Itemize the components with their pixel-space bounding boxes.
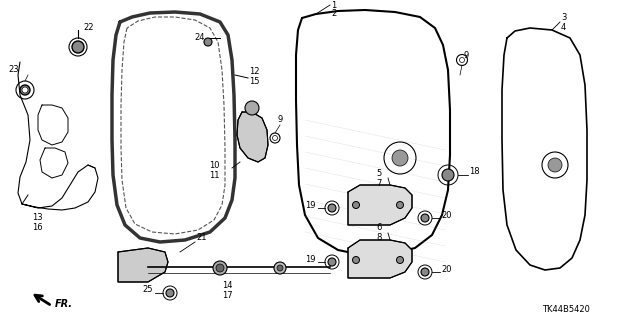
Text: 3: 3 <box>561 13 566 23</box>
Text: 12: 12 <box>249 68 259 77</box>
Text: 25: 25 <box>143 286 153 294</box>
Circle shape <box>460 57 465 63</box>
Text: 7: 7 <box>376 180 382 189</box>
Circle shape <box>20 85 30 95</box>
Text: 19: 19 <box>305 255 316 263</box>
Text: FR.: FR. <box>55 299 73 309</box>
Text: 23: 23 <box>8 65 19 75</box>
Circle shape <box>274 262 286 274</box>
Circle shape <box>548 158 562 172</box>
Text: 24: 24 <box>195 33 205 42</box>
Circle shape <box>353 256 360 263</box>
Circle shape <box>216 264 224 272</box>
Circle shape <box>213 261 227 275</box>
Text: 14: 14 <box>222 280 232 290</box>
Polygon shape <box>118 248 168 282</box>
Text: 20: 20 <box>441 264 451 273</box>
Circle shape <box>204 38 212 46</box>
Text: 16: 16 <box>32 224 43 233</box>
Text: 5: 5 <box>377 169 382 179</box>
Text: 15: 15 <box>249 78 259 86</box>
Text: 8: 8 <box>376 234 382 242</box>
Polygon shape <box>348 240 412 278</box>
Text: 2: 2 <box>331 9 336 18</box>
Text: 17: 17 <box>222 291 232 300</box>
Text: 22: 22 <box>83 24 93 33</box>
Circle shape <box>273 136 278 140</box>
Text: 18: 18 <box>469 167 479 176</box>
Circle shape <box>397 256 403 263</box>
Text: 4: 4 <box>561 24 566 33</box>
Text: 10: 10 <box>209 160 220 169</box>
Text: 13: 13 <box>32 213 43 222</box>
Circle shape <box>72 41 84 53</box>
Polygon shape <box>348 185 412 225</box>
Circle shape <box>166 289 174 297</box>
Text: 6: 6 <box>376 224 382 233</box>
Text: TK44B5420: TK44B5420 <box>542 306 590 315</box>
Text: 9: 9 <box>463 50 468 60</box>
Circle shape <box>421 268 429 276</box>
Text: 9: 9 <box>278 115 284 124</box>
Circle shape <box>328 204 336 212</box>
Text: 1: 1 <box>331 1 336 10</box>
Polygon shape <box>237 112 268 162</box>
Text: 21: 21 <box>196 234 207 242</box>
Text: 11: 11 <box>209 170 220 180</box>
Circle shape <box>421 214 429 222</box>
Text: 19: 19 <box>305 201 316 210</box>
Text: 20: 20 <box>441 211 451 219</box>
Circle shape <box>397 202 403 209</box>
Circle shape <box>328 258 336 266</box>
Circle shape <box>442 169 454 181</box>
Circle shape <box>245 101 259 115</box>
Circle shape <box>353 202 360 209</box>
Circle shape <box>277 265 283 271</box>
Circle shape <box>22 87 28 93</box>
Circle shape <box>392 150 408 166</box>
